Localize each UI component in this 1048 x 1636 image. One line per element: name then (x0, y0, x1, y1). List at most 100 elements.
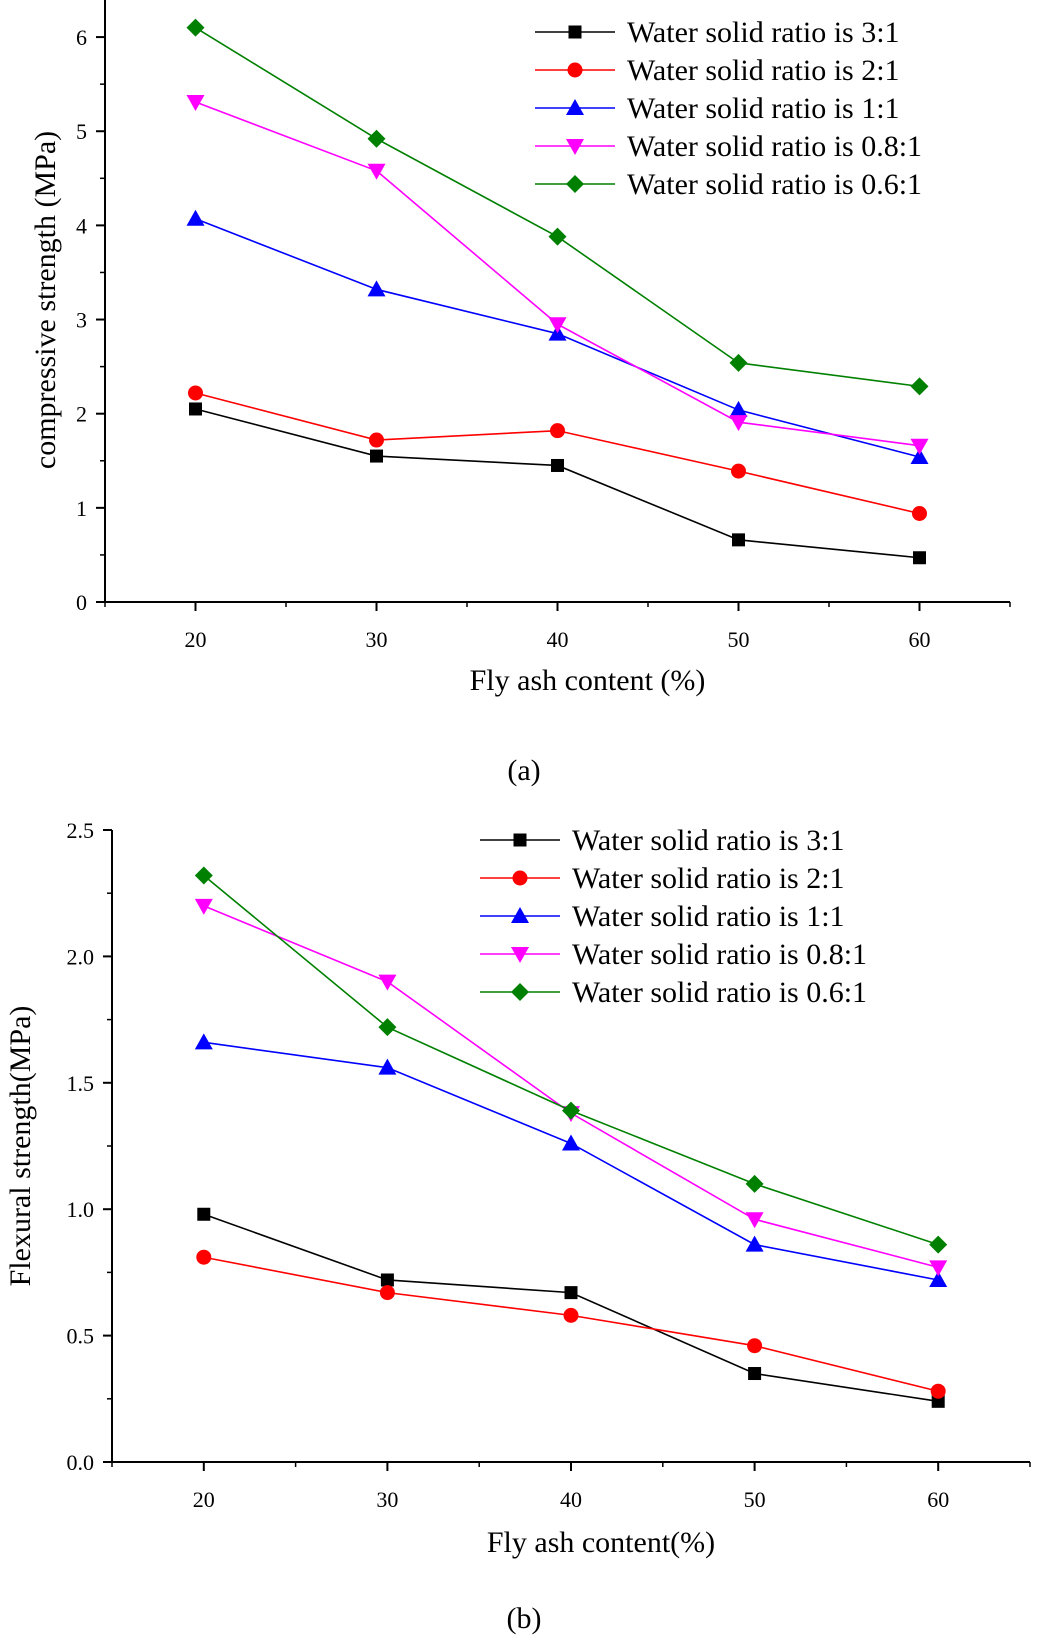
data-point (548, 227, 567, 246)
x-tick-label: 20 (185, 627, 207, 652)
legend-label: Water solid ratio is 0.8:1 (627, 130, 922, 163)
chart-panel-b: 20 30 40 50 60 0.0 0.5 1.0 1.5 2.0 2.5 Fly ash cont… (4, 818, 1031, 1635)
legend-label: Water solid ratio is 2:1 (572, 862, 845, 895)
x-tick-label: 60 (927, 1487, 949, 1512)
data-point (745, 1212, 764, 1229)
legend-marker (512, 870, 528, 886)
x-tick-label: 20 (193, 1487, 215, 1512)
data-point (367, 280, 386, 297)
data-point (551, 458, 564, 472)
y-tick-label: 0 (76, 590, 87, 615)
y-tick-label: 0.5 (67, 1324, 95, 1349)
data-point (910, 448, 929, 465)
data-point (930, 1383, 946, 1399)
y-tick-label: 2 (76, 402, 87, 427)
x-tick-label: 50 (728, 627, 750, 652)
data-point (194, 866, 213, 885)
data-point (729, 400, 748, 417)
data-point (369, 432, 384, 448)
y-tick-label: 3 (76, 308, 87, 333)
data-point (745, 1174, 764, 1193)
data-point (367, 129, 386, 148)
legend-label: Water solid ratio is 0.6:1 (572, 976, 867, 1009)
legend-marker (568, 25, 582, 39)
y-axis-title: compressive strength (MPa) (29, 131, 62, 469)
x-tick-label: 40 (547, 627, 569, 652)
data-point (550, 423, 565, 439)
x-tick-label: 30 (366, 627, 388, 652)
data-point (910, 377, 929, 396)
data-point (732, 533, 745, 547)
data-point (563, 1307, 579, 1323)
data-point (548, 317, 567, 334)
y-tick-label: 2.0 (67, 944, 95, 969)
legend-marker (511, 907, 529, 923)
y-tick-label: 6 (76, 25, 87, 50)
data-point (745, 1235, 764, 1252)
y-tick-label: 1.5 (67, 1071, 95, 1096)
data-point (562, 1101, 580, 1120)
y-tick-label: 1 (76, 496, 87, 521)
x-tick-label: 60 (909, 627, 931, 652)
data-point (194, 1033, 213, 1050)
data-point (747, 1338, 763, 1354)
y-axis-title: Flexural strength(MPa) (4, 1006, 37, 1287)
x-axis-title: Fly ash content (%) (470, 664, 706, 697)
data-point (379, 1285, 395, 1301)
data-point (931, 1394, 945, 1408)
data-point (186, 18, 205, 37)
panel-caption: (b) (507, 1602, 542, 1635)
series-line (203, 1213, 939, 1403)
x-tick-label: 50 (744, 1487, 766, 1512)
legend-label: Water solid ratio is 1:1 (627, 92, 900, 125)
data-point (929, 1235, 948, 1254)
data-point (378, 1058, 397, 1075)
chart-panel-a: 20 30 40 50 60 0 1 2 3 4 5 6 Fly ash content (%) comp… (29, 0, 1011, 787)
data-point (929, 1270, 948, 1287)
series-line (203, 1041, 939, 1281)
legend-marker (566, 175, 584, 193)
legend-label: Water solid ratio is 1:1 (572, 900, 845, 933)
data-point (910, 438, 929, 455)
data-point (913, 551, 926, 565)
data-point (188, 385, 203, 401)
legend-label: Water solid ratio is 3:1 (627, 16, 900, 49)
y-tick-label: 1.0 (67, 1197, 95, 1222)
legend-label: Water solid ratio is 0.8:1 (572, 938, 867, 971)
y-tick-label: 2.5 (67, 818, 95, 843)
data-point (731, 463, 746, 479)
data-point (189, 402, 202, 416)
panel-caption: (a) (507, 754, 540, 787)
x-tick-label: 30 (376, 1487, 398, 1512)
data-point (729, 415, 748, 432)
legend-label: Water solid ratio is 3:1 (572, 824, 845, 857)
y-tick-label: 4 (76, 213, 87, 238)
legend-marker (567, 62, 583, 78)
legend-marker (511, 947, 529, 963)
data-point (186, 95, 205, 112)
data-point (196, 1249, 212, 1265)
legend-marker (566, 139, 584, 155)
legend-marker (511, 983, 529, 1001)
series-line (203, 1256, 939, 1392)
y-tick-label: 0.0 (67, 1450, 95, 1475)
legend-label: Water solid ratio is 0.6:1 (627, 168, 922, 201)
data-point (929, 1260, 948, 1277)
data-point (197, 1207, 211, 1221)
legend-marker (566, 99, 584, 115)
data-point (378, 1018, 397, 1037)
data-point (562, 1134, 580, 1151)
data-point (380, 1273, 394, 1287)
legend-marker (513, 833, 527, 847)
series-line (195, 392, 920, 515)
data-point (370, 449, 383, 463)
data-point (378, 974, 397, 991)
data-point (748, 1367, 762, 1381)
data-point (912, 505, 927, 521)
data-point (564, 1286, 578, 1300)
x-tick-label: 40 (560, 1487, 582, 1512)
data-point (186, 209, 205, 226)
y-tick-label: 5 (76, 119, 87, 144)
x-axis-title: Fly ash content(%) (487, 1526, 715, 1559)
